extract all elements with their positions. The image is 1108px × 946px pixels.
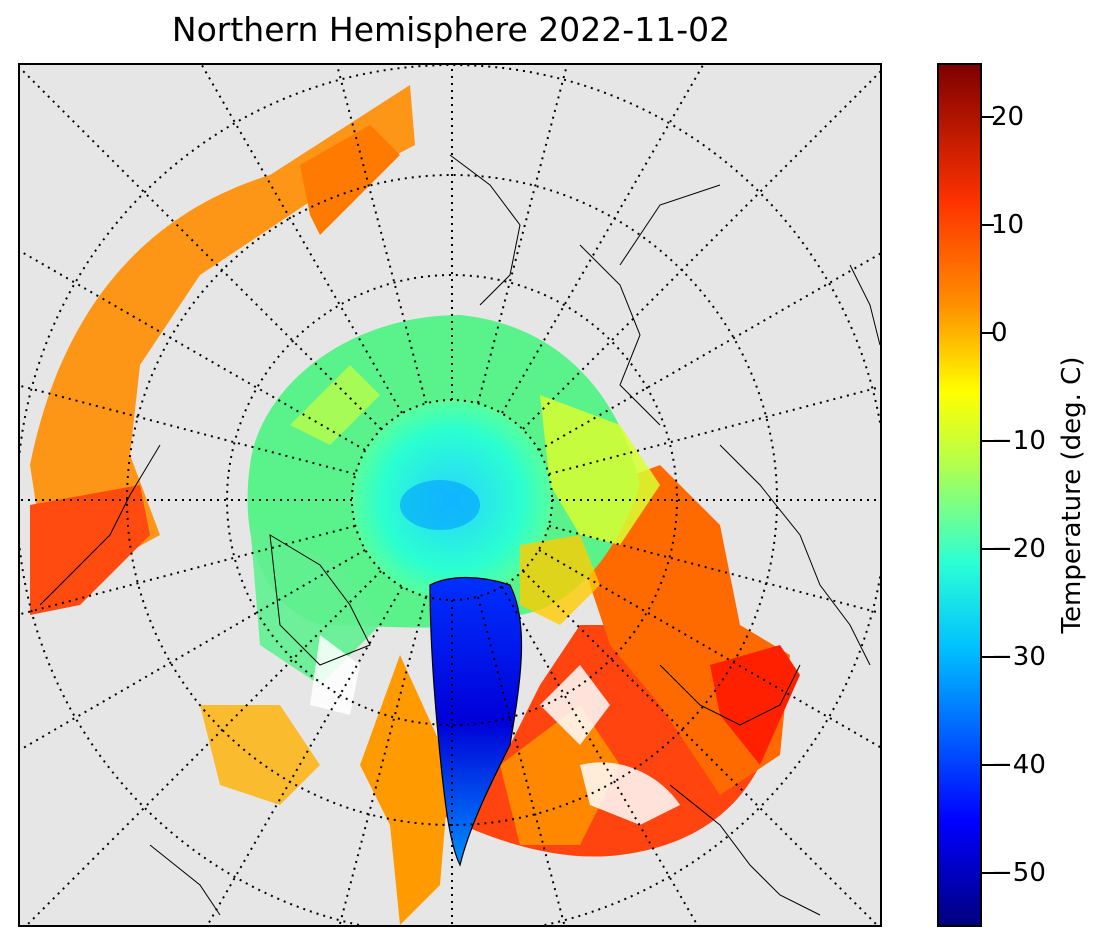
page-title: Northern Hemisphere 2022-11-02	[171, 10, 731, 49]
colorbar-tick	[982, 440, 994, 442]
colorbar-tick-label: 0	[991, 318, 1008, 348]
colorbar-tick-label: −40	[991, 750, 1046, 780]
colorbar-tick	[982, 764, 994, 766]
graticule	[20, 65, 880, 925]
polar-map	[20, 65, 880, 925]
colorbar-tick-label: −30	[991, 642, 1046, 672]
colorbar-tick	[982, 872, 994, 874]
colorbar-tick	[982, 116, 994, 118]
colorbar-tick	[982, 548, 994, 550]
coastlines	[39, 154, 880, 916]
colorbar-label: Temperature (deg. C)	[1057, 356, 1087, 634]
colorbar-tick	[982, 332, 994, 334]
colorbar-tick-label: −10	[991, 426, 1046, 456]
colorbar-tick-label: −20	[991, 534, 1046, 564]
no-data-mask	[310, 635, 680, 825]
colorbar-tick-label: −50	[991, 858, 1046, 888]
colorbar	[937, 63, 982, 927]
colorbar-tick	[982, 224, 994, 226]
map-panel[interactable]	[18, 63, 882, 927]
colorbar-tick-label: 10	[991, 210, 1025, 240]
colorbar-tick-label: 20	[991, 102, 1025, 132]
colorbar-tick	[982, 656, 994, 658]
